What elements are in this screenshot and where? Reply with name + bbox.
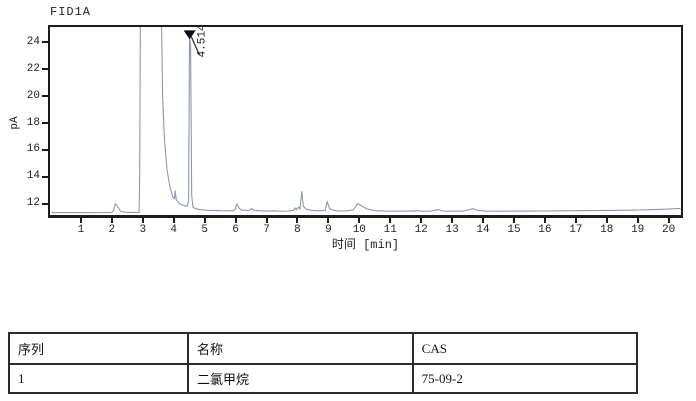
- y-axis-label: pA: [9, 116, 21, 130]
- x-tick-mark: [389, 218, 392, 223]
- x-tick-label: 13: [445, 224, 459, 236]
- x-tick-label: 18: [600, 224, 614, 236]
- y-tick-mark: [42, 175, 48, 178]
- x-tick-mark: [420, 218, 423, 223]
- table-cell: 75-09-2: [411, 363, 639, 394]
- x-tick-mark: [667, 218, 670, 223]
- x-tick-label: 11: [383, 224, 397, 236]
- x-tick-mark: [234, 218, 237, 223]
- chromatogram-trace: [51, 27, 681, 214]
- x-tick-mark: [543, 218, 546, 223]
- x-tick-label: 14: [476, 224, 490, 236]
- y-tick-mark: [42, 68, 48, 71]
- table-cell: 1: [8, 363, 189, 394]
- table-header-cell: 名称: [187, 332, 414, 365]
- x-tick-mark: [574, 218, 577, 223]
- x-tick-label: 19: [631, 224, 645, 236]
- x-tick-mark: [358, 218, 361, 223]
- x-tick-mark: [451, 218, 454, 223]
- x-axis-label: 时间 [min]: [331, 238, 400, 252]
- plot-area: [48, 25, 683, 218]
- chart-title: FID1A: [50, 5, 92, 19]
- y-tick-label: 14: [26, 170, 40, 183]
- chromatogram-trace-svg: [51, 27, 681, 214]
- x-tick-mark: [327, 218, 330, 223]
- x-tick-label: 7: [263, 224, 270, 236]
- x-tick-label: 2: [108, 224, 116, 236]
- x-tick-mark: [265, 218, 268, 223]
- x-tick-mark: [605, 218, 608, 223]
- x-tick-label: 8: [294, 224, 301, 236]
- table-header-row: 序列 名称 CAS: [8, 332, 639, 365]
- table-header-cell: CAS: [411, 332, 639, 365]
- table-cell: 二氯甲烷: [187, 363, 414, 394]
- y-tick-mark: [42, 41, 48, 44]
- y-tick-mark: [42, 202, 48, 205]
- x-tick-label: 20: [662, 224, 676, 236]
- x-tick-mark: [172, 218, 175, 223]
- x-tick-label: 4: [170, 224, 178, 236]
- x-tick-label: 1: [77, 224, 85, 236]
- y-tick-mark: [42, 148, 48, 151]
- x-tick-label: 3: [139, 224, 147, 236]
- x-tick-label: 12: [414, 224, 428, 236]
- table-header-cell: 序列: [8, 332, 189, 365]
- y-tick-label: 22: [26, 62, 40, 75]
- x-tick-mark: [636, 218, 639, 223]
- table-row: 1 二氯甲烷 75-09-2: [8, 363, 639, 394]
- y-tick-label: 24: [26, 35, 40, 48]
- results-table: 序列 名称 CAS 1 二氯甲烷 75-09-2: [8, 332, 639, 394]
- y-tick-mark: [42, 122, 48, 124]
- x-tick-mark: [296, 218, 299, 223]
- y-tick-label: 18: [26, 116, 40, 129]
- x-tick-label: 5: [201, 224, 208, 236]
- x-tick-label: 15: [507, 224, 521, 236]
- y-tick-label: 12: [26, 197, 40, 210]
- x-tick-mark: [110, 218, 113, 223]
- x-tick-label: 10: [352, 224, 366, 236]
- x-tick-label: 6: [232, 224, 239, 236]
- x-tick-mark: [512, 218, 515, 223]
- y-tick-label: 20: [26, 89, 40, 102]
- x-tick-mark: [482, 218, 485, 223]
- x-tick-label: 9: [325, 224, 332, 236]
- y-tick-label: 16: [26, 143, 40, 156]
- x-tick-mark: [79, 218, 82, 223]
- x-tick-mark: [141, 218, 144, 223]
- y-tick-mark: [42, 95, 48, 98]
- x-tick-label: 17: [569, 224, 583, 236]
- x-tick-mark: [203, 218, 206, 223]
- x-tick-label: 16: [538, 224, 552, 236]
